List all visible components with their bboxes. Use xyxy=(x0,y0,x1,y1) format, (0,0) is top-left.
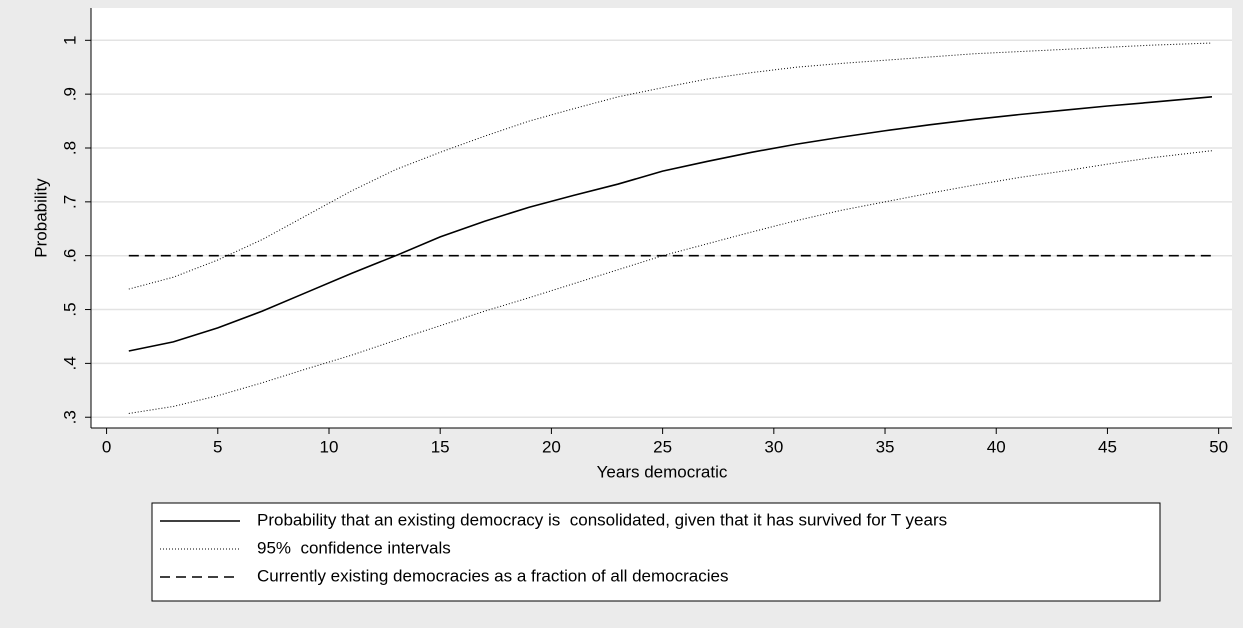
x-tick-label: 35 xyxy=(876,437,895,456)
y-tick-label: .5 xyxy=(60,302,79,316)
data-line xyxy=(128,96,1213,352)
data-line xyxy=(128,150,1213,414)
y-tick-label: .8 xyxy=(60,141,79,155)
legend-label: Probability that an existing democracy i… xyxy=(257,510,947,529)
legend-box xyxy=(151,502,1161,602)
x-tick-label: 10 xyxy=(320,437,339,456)
x-tick-label: 0 xyxy=(102,437,111,456)
legend-label: Currently existing democracies as a frac… xyxy=(257,566,728,585)
x-tick-label: 30 xyxy=(764,437,783,456)
y-tick-label: .3 xyxy=(60,410,79,424)
x-tick-label: 45 xyxy=(1098,437,1117,456)
y-tick-label: 1 xyxy=(60,36,79,45)
y-tick-label: .9 xyxy=(60,87,79,101)
legend-label: 95% confidence intervals xyxy=(257,538,451,557)
plot-area xyxy=(91,8,1232,428)
y-axis-label: Probability xyxy=(31,178,50,258)
y-tick-label: .7 xyxy=(60,195,79,209)
x-axis-label: Years democratic xyxy=(597,462,728,481)
x-tick-label: 15 xyxy=(431,437,450,456)
x-tick-label: 20 xyxy=(542,437,561,456)
y-tick-label: .4 xyxy=(60,356,79,370)
x-tick-label: 40 xyxy=(987,437,1006,456)
y-tick-label: .6 xyxy=(60,249,79,263)
x-tick-label: 5 xyxy=(213,437,222,456)
x-tick-label: 50 xyxy=(1209,437,1228,456)
x-tick-label: 25 xyxy=(653,437,672,456)
data-line xyxy=(128,42,1212,290)
